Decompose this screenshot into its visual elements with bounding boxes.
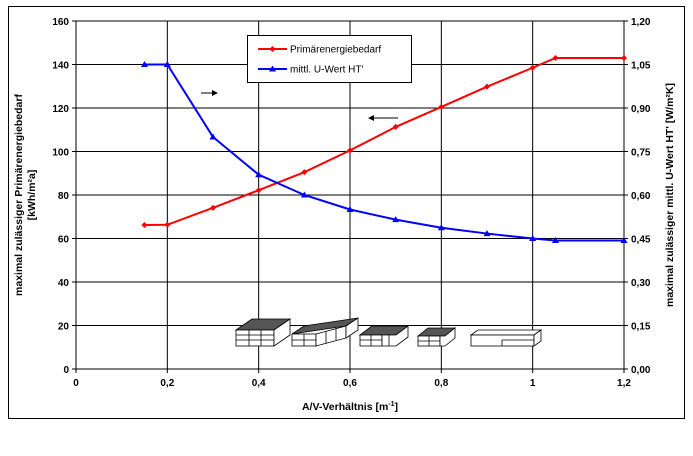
series-layer xyxy=(141,54,628,244)
terraced-building-icon xyxy=(358,325,410,347)
series-point-0 xyxy=(141,222,148,229)
y-left-tick-label: 140 xyxy=(52,61,69,72)
y-left-axis-ticks: 0 20 40 60 80 100 120 140 160 xyxy=(52,17,76,376)
series-point-1 xyxy=(209,133,217,140)
series-point-0 xyxy=(552,54,559,61)
series-point-0 xyxy=(392,123,399,130)
x-tick-label: 1,2 xyxy=(617,378,631,389)
series-point-1 xyxy=(300,191,308,198)
x-tick-label: 0,6 xyxy=(343,378,357,389)
x-tick-label: 0 xyxy=(73,378,79,389)
series-point-1 xyxy=(529,235,537,241)
small-house-building-icon xyxy=(416,327,457,347)
series-point-0 xyxy=(438,103,445,110)
x-tick-label: 0,2 xyxy=(160,378,174,389)
x-tick-label: 0,4 xyxy=(252,378,266,389)
y-left-tick-label: 60 xyxy=(58,235,70,246)
y-left-tick-label: 20 xyxy=(58,322,70,333)
y-right-tick-label: 0,60 xyxy=(631,191,651,202)
y-right-tick-label: 1,20 xyxy=(631,17,651,28)
series-point-0 xyxy=(255,187,262,194)
x-tick-label: 1 xyxy=(530,378,536,389)
series-point-0 xyxy=(164,221,171,228)
y-right-tick-label: 0,75 xyxy=(631,148,651,159)
legend-marker-diamond-icon xyxy=(269,46,276,52)
y-left-tick-label: 160 xyxy=(52,17,69,28)
y-right-tick-label: 0,90 xyxy=(631,104,651,115)
y-right-tick-label: 0,00 xyxy=(631,365,651,376)
y-right-tick-label: 0,45 xyxy=(631,235,651,246)
series-point-0 xyxy=(347,147,353,154)
y-left-axis-title-line2: [kWh/m²a] xyxy=(26,170,38,221)
y-right-axis-title: maximal zulässiger mittl. U-Wert HT' [W/… xyxy=(664,83,676,307)
legend-label-u-wert: mittl. U-Wert HT' xyxy=(290,65,363,76)
series-point-0 xyxy=(484,83,490,90)
legend: Primärenergiebedarf mittl. U-Wert HT' xyxy=(247,35,412,83)
y-left-tick-label: 80 xyxy=(58,191,70,202)
series-point-1 xyxy=(346,206,354,212)
legend-label-primaerenergie: Primärenergiebedarf xyxy=(290,45,381,56)
y-left-tick-label: 40 xyxy=(58,278,70,289)
y-right-axis-ticks: 0,00 0,15 0,30 0,45 0,60 0,75 0,90 1,05 1,20 xyxy=(624,17,651,376)
legend-box xyxy=(247,35,412,83)
series-point-0 xyxy=(301,169,308,176)
bungalow-building-icon xyxy=(469,329,543,347)
row-houses-building-icon xyxy=(291,317,359,347)
x-axis-ticks: 0 0,2 0,4 0,6 0,8 1 1,2 xyxy=(73,369,631,389)
series-point-0 xyxy=(529,64,536,71)
y-right-tick-label: 1,05 xyxy=(631,61,651,72)
series-line-1 xyxy=(144,63,624,242)
tall-block-building-icon xyxy=(234,318,292,347)
x-tick-label: 0,8 xyxy=(434,378,448,389)
building-icons xyxy=(234,317,543,347)
y-right-tick-label: 0,30 xyxy=(631,278,651,289)
arrow-left-icon xyxy=(368,115,398,121)
series-point-1 xyxy=(163,61,171,67)
series-point-1 xyxy=(437,224,445,231)
series-point-1 xyxy=(392,216,400,223)
series-point-0 xyxy=(210,204,216,211)
series-point-1 xyxy=(141,61,148,67)
legend-marker-triangle-icon xyxy=(269,65,276,72)
y-left-axis-title-line1: maximal zulässiger Primärenergiebedarf xyxy=(13,94,25,296)
y-left-tick-label: 0 xyxy=(63,365,69,376)
series-point-1 xyxy=(620,237,628,244)
y-right-tick-label: 0,15 xyxy=(631,322,651,333)
series-point-1 xyxy=(552,237,559,244)
series-line-0 xyxy=(144,56,624,227)
series-point-1 xyxy=(255,171,263,178)
arrow-right-icon xyxy=(201,90,218,96)
y-left-tick-label: 100 xyxy=(52,148,69,159)
series-point-1 xyxy=(483,230,491,237)
y-left-tick-label: 120 xyxy=(52,104,69,115)
series-point-0 xyxy=(621,54,627,61)
x-axis-title: A/V-Verhältnis [m-1] xyxy=(302,401,398,413)
